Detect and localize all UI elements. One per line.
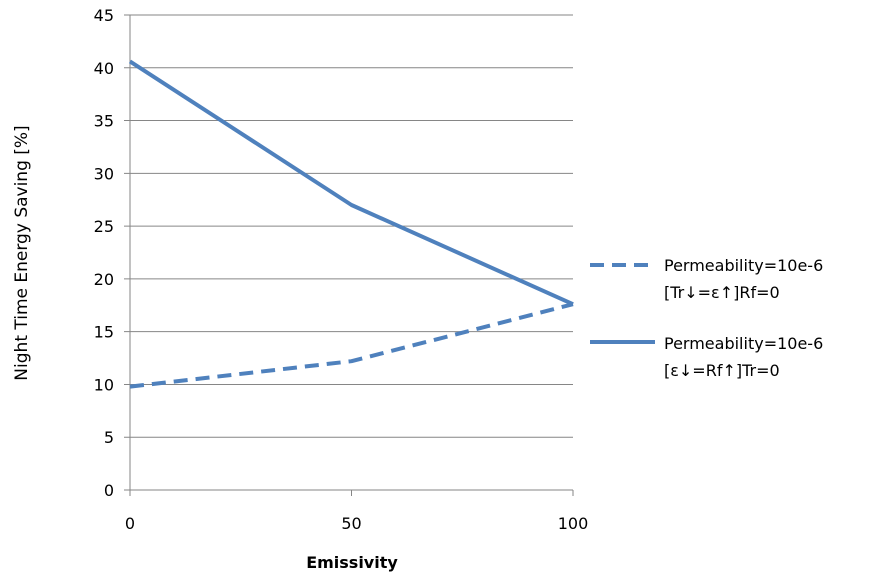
y-tick-label: 10 <box>94 375 114 394</box>
y-tick-label: 15 <box>94 323 114 342</box>
x-tick-label: 100 <box>558 514 589 533</box>
series-line-dashed <box>129 302 574 389</box>
y-axis-title: Night Time Energy Saving [%] <box>12 125 32 380</box>
y-tick-label: 30 <box>94 164 114 183</box>
legend-label-dashed-line2: [Tr↓=ε↑]Rf=0 <box>664 283 780 302</box>
y-tick-label: 5 <box>104 428 114 447</box>
legend-item-solid: Permeability=10e-6 [ε↓=Rf↑]Tr=0 <box>590 334 823 380</box>
gridlines <box>124 14 574 496</box>
y-tick-label: 25 <box>94 217 114 236</box>
legend-item-dashed: Permeability=10e-6 [Tr↓=ε↑]Rf=0 <box>590 256 823 302</box>
y-tick-label: 0 <box>104 481 114 500</box>
y-tick-label: 45 <box>94 6 114 25</box>
legend: Permeability=10e-6 [Tr↓=ε↑]Rf=0 Permeabi… <box>590 256 823 380</box>
y-tick-label: 35 <box>94 112 114 131</box>
x-tick-label: 0 <box>125 514 135 533</box>
y-tick-label: 40 <box>94 59 114 78</box>
y-tick-labels: 0 5 10 15 20 25 30 35 40 45 <box>94 6 114 500</box>
series-lines <box>128 59 574 389</box>
x-tick-label: 50 <box>341 514 361 533</box>
x-axis-title: Emissivity <box>306 553 398 572</box>
legend-label-dashed-line1: Permeability=10e-6 <box>664 256 823 275</box>
legend-label-solid-line2: [ε↓=Rf↑]Tr=0 <box>664 361 780 380</box>
series-line-solid <box>128 59 574 307</box>
legend-label-solid-line1: Permeability=10e-6 <box>664 334 823 353</box>
y-tick-label: 20 <box>94 270 114 289</box>
x-tick-labels: 0 50 100 <box>125 514 588 533</box>
